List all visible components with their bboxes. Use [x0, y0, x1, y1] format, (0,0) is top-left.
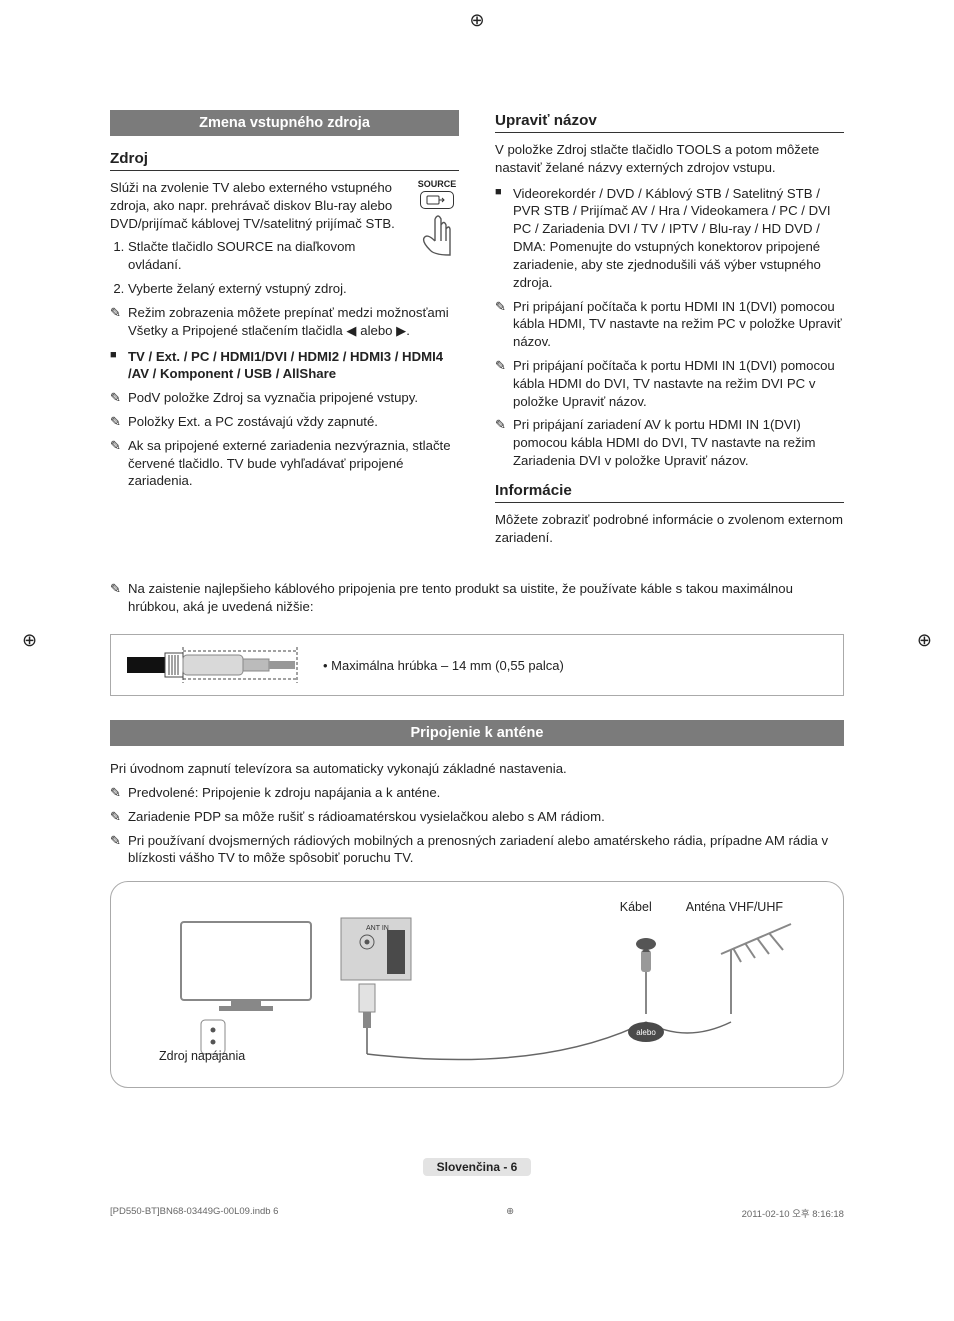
- informacie-text: Môžete zobraziť podrobné informácie o zv…: [495, 511, 844, 547]
- step-1: Stlačte tlačidlo SOURCE na diaľkovom ovl…: [128, 238, 459, 274]
- cable-spec-box: • Maximálna hrúbka – 14 mm (0,55 palca): [110, 634, 844, 696]
- antenna-note-3: Pri používaní dvojsmerných rádiových mob…: [128, 832, 844, 868]
- step-2-note: Režim zobrazenia môžete prepínať medzi m…: [128, 304, 459, 340]
- registration-mark-right: ⊕: [917, 630, 932, 651]
- note-ext-pc: Položky Ext. a PC zostávajú vždy zapnuté…: [128, 413, 459, 431]
- footer-language-page: Slovenčina - 6: [423, 1158, 532, 1176]
- label-power: Zdroj napájania: [159, 1049, 245, 1063]
- step-2: Vyberte želaný externý vstupný zdroj. Re…: [128, 280, 459, 339]
- registration-mark-bottom: ⊕: [506, 1206, 514, 1220]
- heading-informacie: Informácie: [495, 482, 844, 503]
- registration-mark-top: ⊕: [469, 10, 484, 31]
- svg-text:ANT IN: ANT IN: [366, 925, 389, 932]
- label-kabel: Kábel: [620, 900, 652, 914]
- note-hdmi-pc: Pri pripájaní počítača k portu HDMI IN 1…: [513, 298, 844, 351]
- note-hdmi-av: Pri pripájaní zariadení AV k portu HDMI …: [513, 416, 844, 469]
- label-antena: Anténa VHF/UHF: [686, 900, 783, 914]
- registration-mark-left: ⊕: [22, 630, 37, 651]
- cable-diagram: [125, 643, 305, 687]
- banner-zmena-zdroja: Zmena vstupného zdroja: [110, 110, 459, 136]
- remote-source-button: [420, 191, 454, 209]
- antenna-intro: Pri úvodnom zapnutí televízora sa automa…: [110, 760, 844, 778]
- banner-pripojenie-antene: Pripojenie k anténe: [110, 720, 844, 746]
- footer-timestamp: 2011-02-10 오후 8:16:18: [742, 1206, 844, 1220]
- svg-text:alebo: alebo: [636, 1028, 656, 1037]
- hand-icon: [415, 211, 459, 259]
- device-name-list: Videorekordér / DVD / Káblový STB / Sate…: [513, 185, 844, 292]
- zdroj-intro: Slúži na zvolenie TV alebo externého vst…: [110, 179, 459, 232]
- remote-source-label: SOURCE: [415, 179, 459, 189]
- remote-illustration: SOURCE: [415, 179, 459, 259]
- note-pod-zdroj: PodV položke Zdroj sa vyznačia pripojené…: [128, 389, 459, 407]
- note-red-button: Ak sa pripojené externé zariadenia nezvý…: [128, 437, 459, 490]
- source-list: TV / Ext. / PC / HDMI1/DVI / HDMI2 / HDM…: [128, 348, 459, 384]
- upravit-intro: V položke Zdroj stlačte tlačidlo TOOLS a…: [495, 141, 844, 177]
- cable-spec-text: Maximálna hrúbka – 14 mm (0,55 palca): [331, 658, 564, 673]
- heading-zdroj: Zdroj: [110, 150, 459, 171]
- antenna-diagram-box: ANT IN alebo Kábel Anténa VHF/UHF Zdroj …: [110, 881, 844, 1088]
- cable-thickness-note: Na zaistenie najlepšieho káblového pripo…: [128, 580, 844, 616]
- note-hdmi-dvi-pc: Pri pripájaní počítača k portu HDMI IN 1…: [513, 357, 844, 410]
- antenna-note-1: Predvolené: Pripojenie k zdroju napájani…: [128, 784, 844, 802]
- heading-upravit-nazov: Upraviť názov: [495, 112, 844, 133]
- antenna-note-2: Zariadenie PDP sa môže rušiť s rádioamat…: [128, 808, 844, 826]
- antenna-diagram: ANT IN alebo: [141, 904, 821, 1064]
- footer-file: [PD550-BT]BN68-03449G-00L09.indb 6: [110, 1206, 278, 1220]
